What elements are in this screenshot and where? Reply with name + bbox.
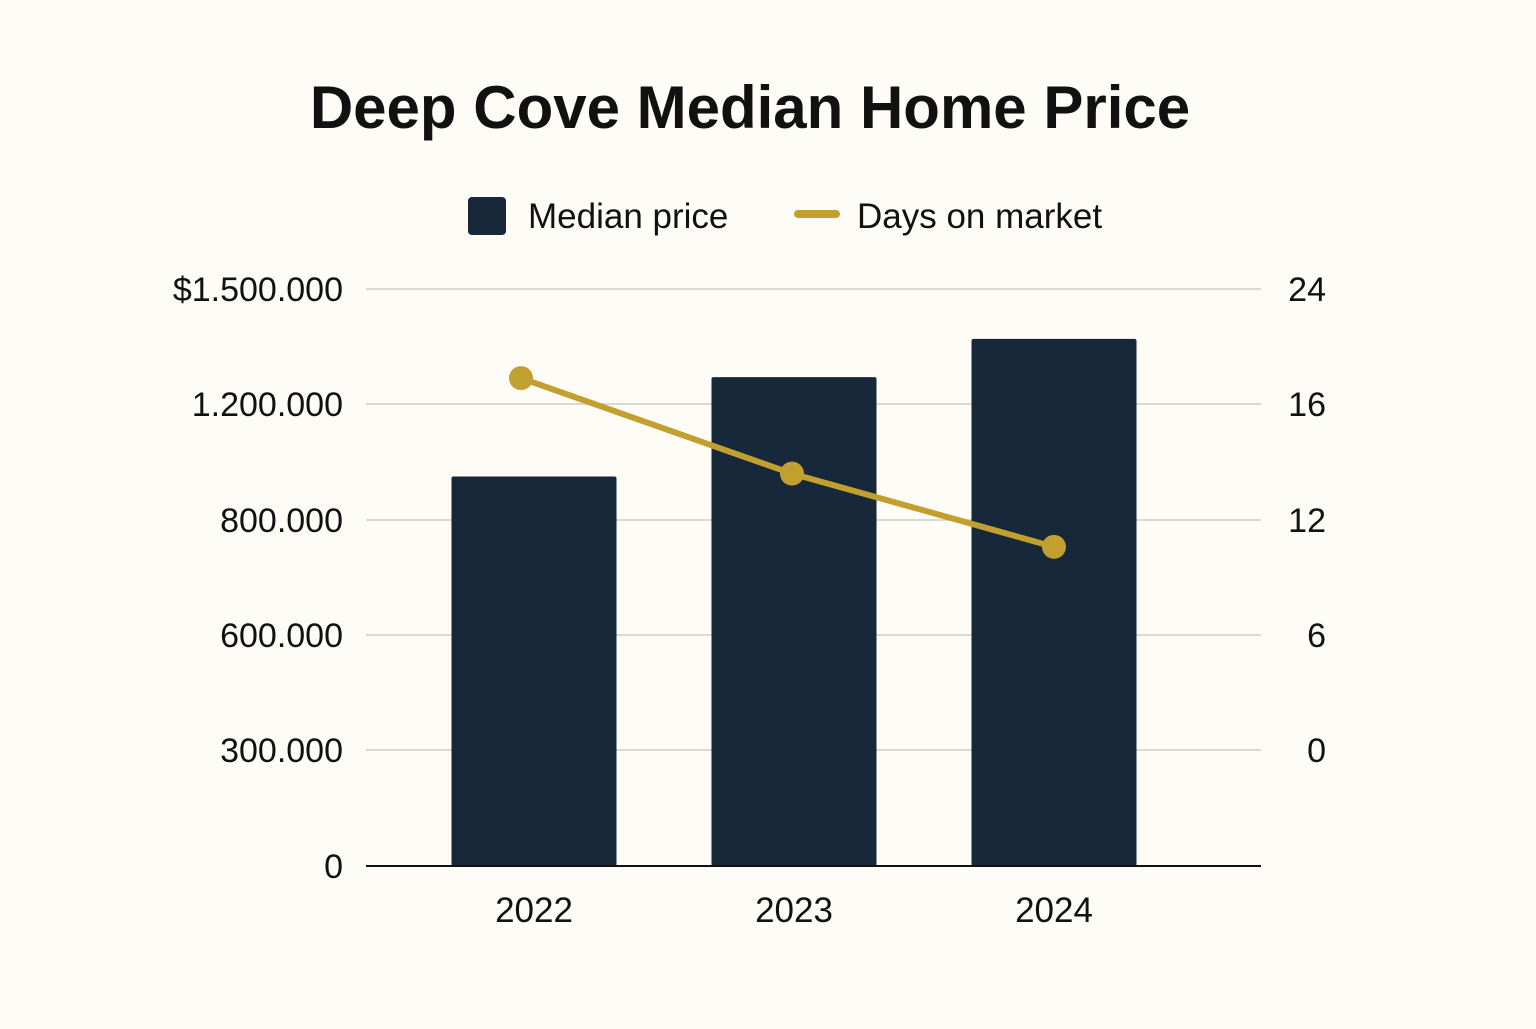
- right-tick-label: 0: [1307, 732, 1326, 770]
- point-days-on-market-2022: [509, 366, 533, 391]
- right-tick-label: 12: [1288, 502, 1326, 540]
- right-tick-label: 16: [1288, 386, 1326, 424]
- x-tick-label: 2022: [495, 891, 573, 930]
- x-tick-label: 2024: [1015, 891, 1093, 930]
- right-axis: 0 6 12 16 24: [1288, 271, 1326, 770]
- left-tick-label: 600.000: [220, 617, 343, 655]
- bar-median-price-2023: [711, 377, 877, 866]
- x-tick-label: 2023: [755, 891, 833, 930]
- days-on-market-series: [509, 366, 1066, 559]
- chart-title: Deep Cove Median Home Price: [310, 74, 1190, 141]
- left-tick-label: 800.000: [220, 502, 343, 540]
- legend: Median price Days on market: [468, 197, 1102, 236]
- left-axis: 0 300.000 600.000 800.000 1.200.000 $1.500.00…: [173, 271, 343, 886]
- bars: [451, 338, 1137, 866]
- legend-swatch-median-price: [468, 197, 506, 235]
- right-tick-label: 24: [1288, 271, 1326, 309]
- x-axis-labels: 2022 2023 2024: [495, 891, 1093, 930]
- legend-label-days-on-market: Days on market: [857, 197, 1102, 236]
- left-tick-label: $1.500.000: [173, 271, 343, 309]
- right-tick-label: 6: [1307, 617, 1326, 655]
- legend-label-median-price: Median price: [528, 197, 728, 236]
- bar-median-price-2024: [971, 338, 1137, 866]
- left-tick-label: 0: [324, 848, 343, 886]
- point-days-on-market-2023: [780, 461, 804, 486]
- point-days-on-market-2024: [1042, 534, 1066, 559]
- bar-median-price-2022: [451, 476, 617, 866]
- left-tick-label: 1.200.000: [192, 386, 343, 424]
- left-tick-label: 300.000: [220, 732, 343, 770]
